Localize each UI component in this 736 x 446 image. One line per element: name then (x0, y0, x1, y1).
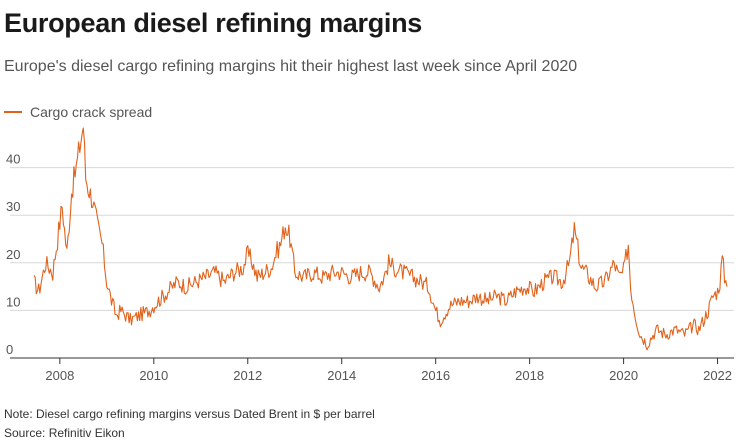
x-tick-label-2016: 2016 (421, 368, 450, 383)
x-tick-label-2012: 2012 (233, 368, 262, 383)
x-tick-label-2020: 2020 (609, 368, 638, 383)
x-tick-label-2022: 2022 (703, 368, 732, 383)
legend-label: Cargo crack spread (30, 104, 153, 120)
y-tick-label-30: 30 (6, 199, 20, 214)
x-axis: 2008 2010 2012 2014 2016 2018 2020 2022 (10, 357, 734, 383)
x-tick-label-2018: 2018 (515, 368, 544, 383)
x-tick-label-2008: 2008 (45, 368, 74, 383)
x-tick-label-2010: 2010 (139, 368, 168, 383)
y-tick-label-0: 0 (6, 342, 13, 357)
y-tick-label-40: 40 (6, 152, 20, 167)
chart-subtitle: Europe's diesel cargo refining margins h… (4, 58, 578, 75)
grid-lines (10, 167, 734, 311)
y-axis-tick-labels: 0 10 20 30 40 (6, 152, 20, 357)
series-layer (33, 127, 728, 351)
series-line-cargo-crack-spread (33, 127, 728, 351)
legend-line-swatch (4, 111, 22, 113)
chart-note: Note: Diesel cargo refining margins vers… (4, 407, 375, 421)
chart-source: Source: Refinitiv Eikon (4, 426, 125, 440)
x-tick-label-2014: 2014 (327, 368, 356, 383)
chart-title: European diesel refining margins (4, 8, 422, 38)
y-tick-label-20: 20 (6, 247, 20, 262)
y-tick-label-10: 10 (6, 294, 20, 309)
chart-legend: Cargo crack spread (4, 104, 152, 120)
